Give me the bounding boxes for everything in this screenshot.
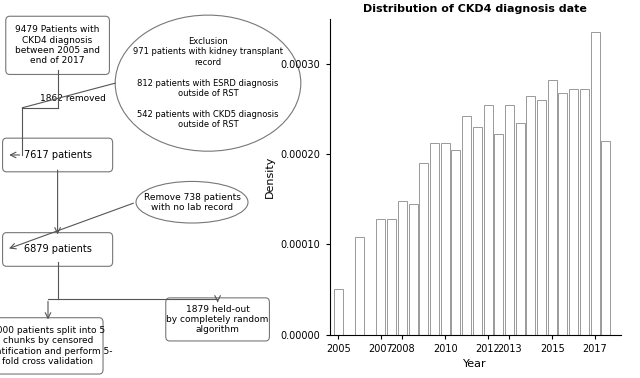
Bar [451, 150, 460, 335]
Bar [602, 141, 611, 335]
Bar [430, 143, 439, 335]
Bar [387, 219, 396, 335]
FancyBboxPatch shape [6, 16, 109, 74]
FancyBboxPatch shape [3, 138, 113, 172]
Bar [559, 93, 568, 335]
Text: 1862 removed: 1862 removed [40, 94, 106, 103]
Bar [537, 100, 546, 335]
Text: 1879 held-out
by completely random
algorithm: 1879 held-out by completely random algor… [166, 305, 269, 334]
FancyBboxPatch shape [166, 298, 269, 341]
Bar [333, 290, 342, 335]
Bar [569, 89, 578, 335]
Bar [355, 237, 364, 335]
Bar [419, 163, 428, 335]
Y-axis label: Density: Density [265, 155, 275, 198]
Bar [408, 204, 418, 335]
Ellipse shape [115, 15, 301, 151]
Bar [516, 122, 525, 335]
Bar [548, 80, 557, 335]
Ellipse shape [136, 181, 248, 223]
Bar [441, 143, 450, 335]
Bar [580, 89, 589, 335]
Text: Exclusion
971 patients with kidney transplant
record

812 patients with ESRD dia: Exclusion 971 patients with kidney trans… [133, 37, 283, 129]
Bar [376, 219, 385, 335]
Bar [505, 105, 514, 335]
FancyBboxPatch shape [0, 318, 103, 374]
Bar [591, 31, 600, 335]
X-axis label: Year: Year [463, 359, 487, 369]
Bar [462, 116, 471, 335]
Text: 6879 patients: 6879 patients [24, 245, 92, 254]
Bar [473, 127, 482, 335]
Text: Remove 738 patients
with no lab record: Remove 738 patients with no lab record [143, 192, 241, 212]
Title: Distribution of CKD4 diagnosis date: Distribution of CKD4 diagnosis date [364, 4, 587, 14]
FancyBboxPatch shape [3, 232, 113, 266]
Bar [484, 105, 493, 335]
Text: 9479 Patients with
CKD4 diagnosis
between 2005 and
end of 2017: 9479 Patients with CKD4 diagnosis betwee… [15, 25, 100, 65]
Text: 5000 patients split into 5
chunks by censored
stratification and perform 5-
fold: 5000 patients split into 5 chunks by cen… [0, 326, 112, 366]
Bar [526, 96, 536, 335]
Bar [494, 134, 503, 335]
Text: 7617 patients: 7617 patients [24, 150, 92, 160]
Bar [398, 201, 407, 335]
